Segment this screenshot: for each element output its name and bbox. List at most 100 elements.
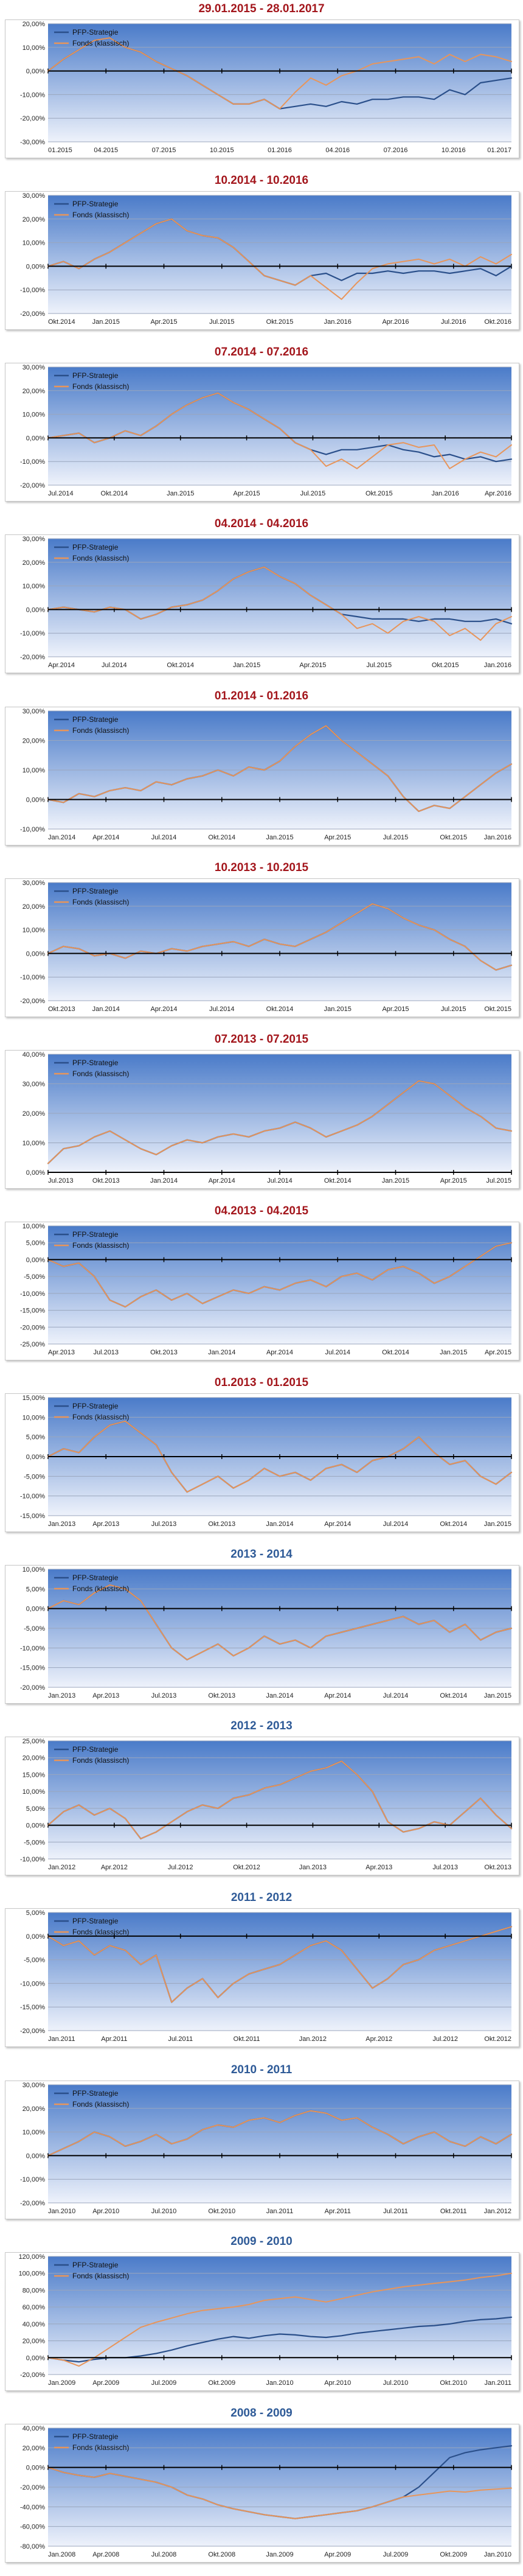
x-tick-label: Jul.2010 <box>383 2379 409 2387</box>
x-tick-label: Okt.2013 <box>150 1349 178 1356</box>
x-tick-label: Jul.2014 <box>267 1177 293 1185</box>
x-tick-label: Apr.2009 <box>92 2379 119 2387</box>
chart-title: 01.2014 - 01.2016 <box>214 689 309 702</box>
line-chart: 15,00% 10,00% 5,00% 0,00% -5,00% -10,00% -15,0… <box>20 1395 513 1528</box>
x-tick-label: 01.2015 <box>48 147 72 154</box>
x-tick-label: Okt.2014 <box>208 834 235 841</box>
x-tick-label: Apr.2014 <box>209 1177 235 1185</box>
x-tick-label: Jul.2013 <box>48 1177 74 1185</box>
y-tick-label: -15,00% <box>20 1665 45 1672</box>
plot-area <box>48 195 511 314</box>
y-tick-label: -30,00% <box>20 139 45 146</box>
line-chart: 30,00%20,00%10,00%0,00%-10,00%-20,00%Jul… <box>20 364 513 497</box>
y-tick-label: 10,00% <box>23 44 46 52</box>
x-tick-label: Jan.2010 <box>266 2379 293 2387</box>
x-tick-label: Okt.2015 <box>440 834 467 841</box>
legend-label-strategy: PFP-Strategie <box>72 1230 119 1239</box>
x-tick-label: Apr.2014 <box>266 1349 293 1356</box>
y-tick-label: 0,00% <box>26 264 45 271</box>
legend-label-fund: Fonds (klassisch) <box>72 1413 129 1421</box>
legend-label-fund: Fonds (klassisch) <box>72 1928 129 1936</box>
y-tick-label: 0,00% <box>26 607 45 614</box>
y-tick-label: 0,00% <box>26 1169 45 1177</box>
x-tick-label: Jan.2011 <box>485 2379 511 2387</box>
plot-area <box>48 539 511 657</box>
y-tick-label: 20,00% <box>23 21 46 28</box>
x-tick-label: Okt.2015 <box>432 662 459 669</box>
x-tick-label: Okt.2014 <box>382 1349 409 1356</box>
x-tick-label: Okt.2013 <box>92 1177 120 1185</box>
chart-title: 10.2013 - 10.2015 <box>214 861 309 874</box>
chart-title: 07.2013 - 07.2015 <box>214 1032 309 1046</box>
y-tick-label: 30,00% <box>23 880 46 887</box>
y-tick-label: 0,00% <box>26 68 45 75</box>
legend-label-strategy: PFP-Strategie <box>72 28 119 37</box>
legend-label-fund: Fonds (klassisch) <box>72 2100 129 2109</box>
x-tick-label: Jul.2014 <box>383 1692 409 1699</box>
x-tick-label: Okt.2008 <box>208 2551 235 2558</box>
series-line-fund <box>47 1760 512 1840</box>
y-tick-label: -60,00% <box>20 2524 45 2531</box>
y-tick-label: -20,00% <box>20 2371 45 2379</box>
y-tick-label: 10,00% <box>23 1414 46 1421</box>
y-tick-label: 20,00% <box>23 1755 46 1762</box>
x-tick-label: Apr.2012 <box>101 1864 128 1871</box>
plot-area <box>48 24 511 142</box>
line-chart: 30,00%20,00%10,00%0,00%-10,00%-20,00%Jan… <box>20 2082 513 2215</box>
y-tick-label: -20,00% <box>20 998 45 1005</box>
legend-label-fund: Fonds (klassisch) <box>72 1241 129 1250</box>
x-tick-label: Jan.2013 <box>299 1864 327 1871</box>
line-chart: 30,00%20,00%10,00%0,00%-10,00%-20,00%Okt… <box>20 880 513 1013</box>
x-tick-label: Jul.2013 <box>93 1349 119 1356</box>
x-tick-label: Jul.2015 <box>209 318 235 326</box>
y-tick-label: -15,00% <box>20 1513 45 1520</box>
x-tick-label: Apr.2012 <box>365 2035 392 2043</box>
x-tick-label: Jan.2012 <box>48 1864 75 1871</box>
y-tick-label: -20,00% <box>20 2028 45 2035</box>
x-tick-label: Jul.2013 <box>151 1521 177 1528</box>
x-tick-label: Jan.2012 <box>484 2208 511 2215</box>
series-line-fund <box>47 1242 512 1307</box>
y-tick-label: -10,00% <box>20 1645 45 1653</box>
legend-label-fund: Fonds (klassisch) <box>72 554 129 562</box>
legend-label-strategy: PFP-Strategie <box>72 543 119 551</box>
y-tick-label: -20,00% <box>20 654 45 661</box>
y-tick-label: 40,00% <box>23 2321 46 2328</box>
x-tick-label: Jan.2016 <box>484 662 511 669</box>
x-tick-label: 01.2017 <box>487 147 511 154</box>
y-tick-label: 0,00% <box>26 1822 45 1830</box>
y-tick-label: 10,00% <box>23 583 46 590</box>
y-tick-label: 80,00% <box>23 2287 46 2294</box>
y-tick-label: 10,00% <box>23 2129 46 2136</box>
x-tick-label: Okt.2014 <box>324 1177 352 1185</box>
x-tick-label: Apr.2010 <box>92 2208 119 2215</box>
x-tick-label: 04.2016 <box>325 147 350 154</box>
y-tick-label: 20,00% <box>23 2445 46 2452</box>
legend-label-strategy: PFP-Strategie <box>72 1059 119 1067</box>
chart-panel: 2008 - 2009 40,00% 20,00% 0,00% -20,00% -40,0… <box>0 2404 523 2576</box>
y-tick-label: -15,00% <box>20 2004 45 2012</box>
x-tick-label: Jul.2016 <box>441 318 466 326</box>
plot-area <box>48 2256 511 2375</box>
x-tick-label: Okt.2009 <box>208 2379 235 2387</box>
y-tick-label: -10,00% <box>20 631 45 638</box>
series-line-fund <box>47 2272 512 2367</box>
y-tick-label: 0,00% <box>26 1933 45 1941</box>
y-tick-label: -10,00% <box>20 287 45 294</box>
y-tick-label: 10,00% <box>23 240 46 247</box>
x-tick-label: Jan.2015 <box>167 490 194 497</box>
x-tick-label: 10.2015 <box>210 147 234 154</box>
x-tick-label: Apr.2008 <box>92 2551 119 2558</box>
line-chart: 25,00% 20,00% 15,00% 10,00% 5,00% 0,00% -5,00%… <box>20 1738 513 1871</box>
chart-panel: 07.2014 - 07.2016 30,00% 20,00% 10,00% 0,00%… <box>0 343 523 515</box>
x-tick-label: 07.2015 <box>152 147 176 154</box>
series-line-fund <box>47 724 512 812</box>
y-tick-label: 10,00% <box>23 1223 46 1230</box>
y-tick-label: -10,00% <box>20 1493 45 1500</box>
x-tick-label: Jan.2016 <box>484 834 511 841</box>
y-tick-label: 10,00% <box>23 1566 46 1573</box>
y-tick-label: -10,00% <box>20 1290 45 1298</box>
x-tick-label: Apr.2011 <box>101 2035 127 2043</box>
y-tick-label: 30,00% <box>23 192 46 200</box>
x-tick-label: Apr.2015 <box>324 834 351 841</box>
